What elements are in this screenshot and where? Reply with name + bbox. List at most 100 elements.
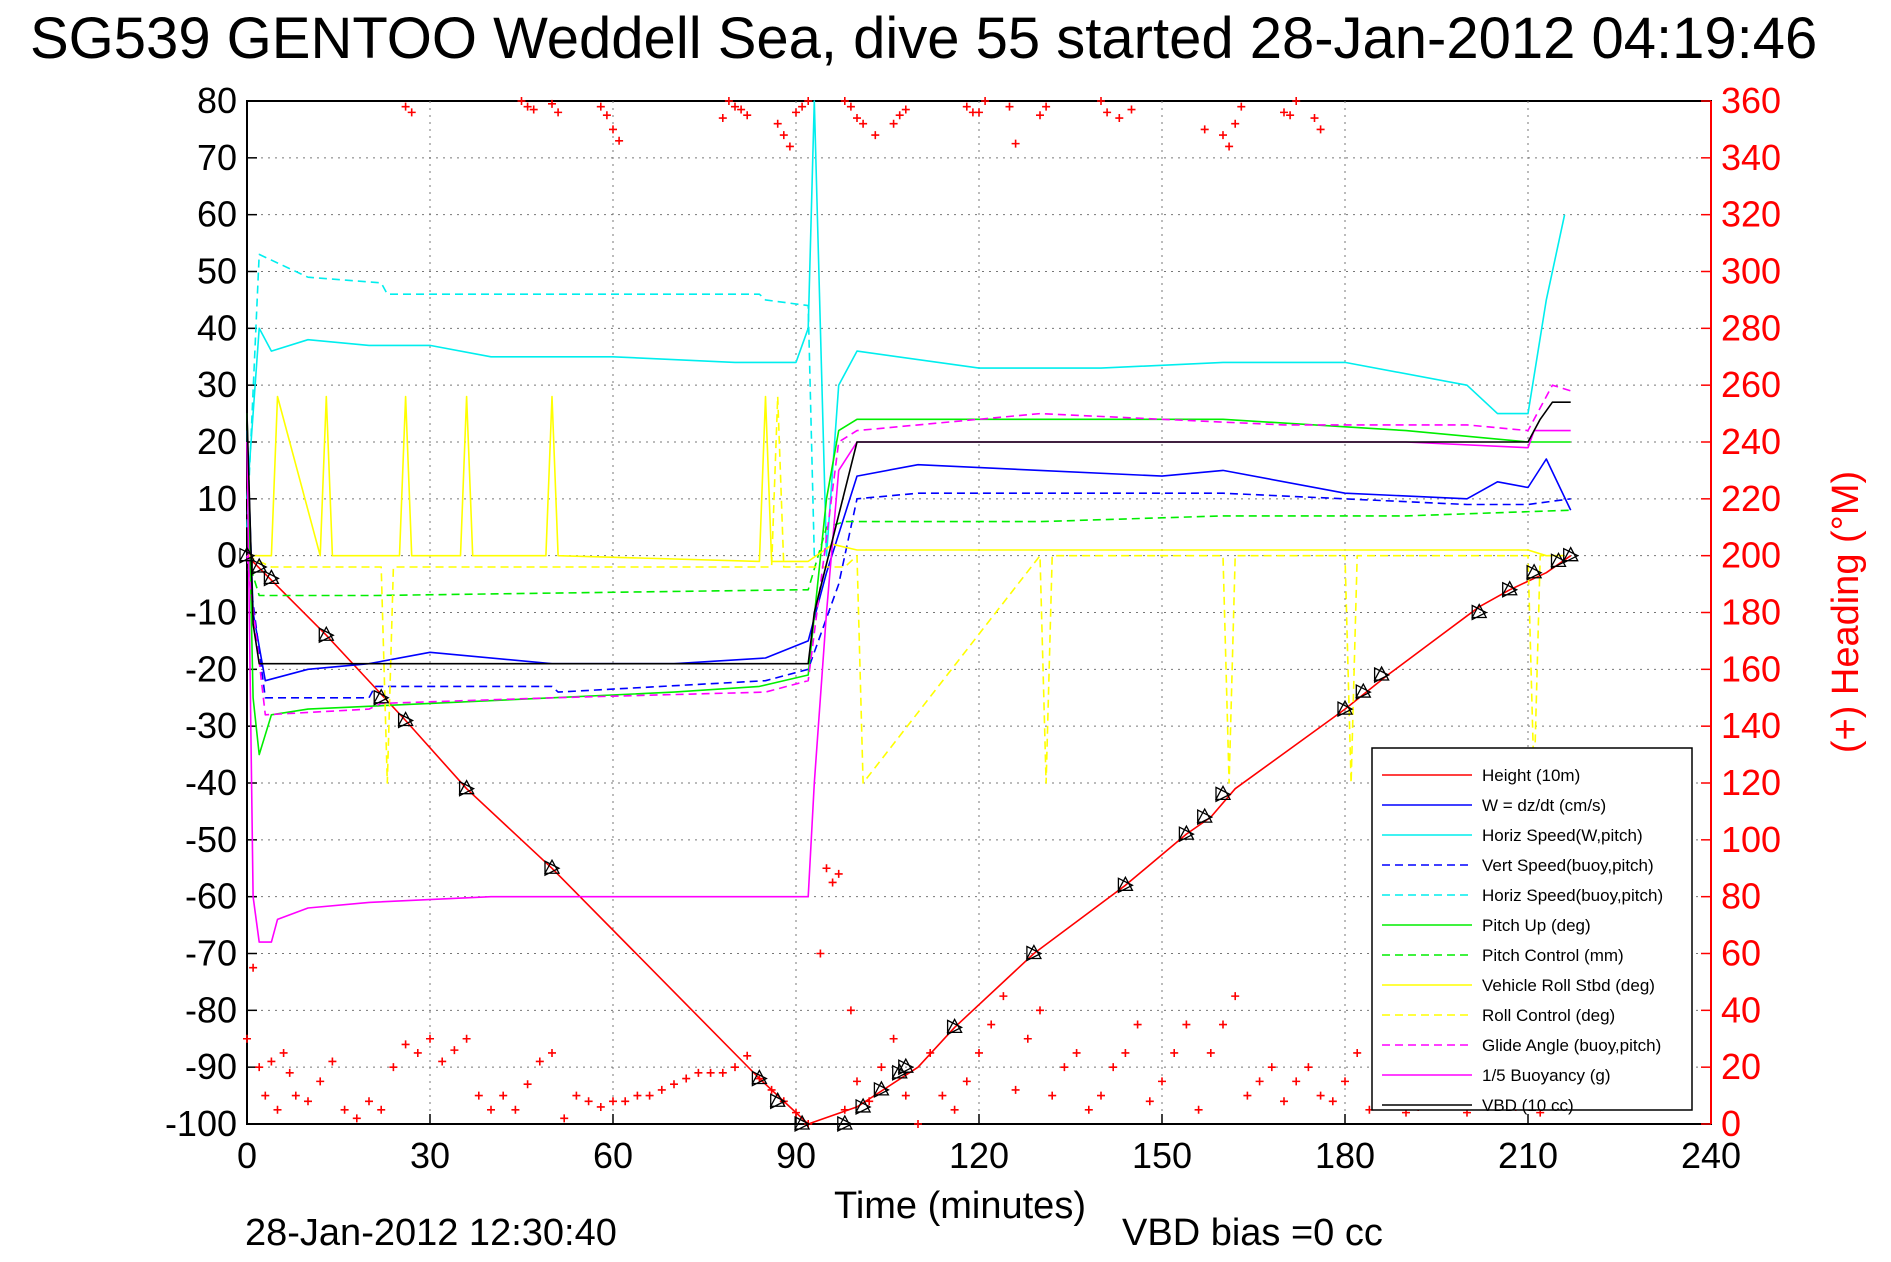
heading-point	[773, 119, 782, 128]
y-tick-label: 40	[197, 307, 237, 348]
height-marker	[1196, 807, 1214, 826]
heading-point	[1206, 1048, 1215, 1057]
heading-point	[792, 1108, 800, 1117]
heading-point	[1292, 97, 1301, 105]
heading-point	[962, 102, 971, 111]
height-marker	[1025, 944, 1043, 962]
heading-point	[609, 125, 617, 134]
legend-label-3: Horiz Speed(W,pitch)	[1482, 826, 1643, 845]
heading-point	[914, 1120, 922, 1128]
y2-tick-label: 360	[1721, 80, 1781, 121]
heading-point	[389, 1063, 398, 1072]
x-tick-label: 240	[1681, 1135, 1741, 1176]
height-marker	[1117, 875, 1134, 894]
height-marker	[458, 779, 476, 797]
heading-layer	[243, 97, 1557, 1128]
heading-point	[731, 1063, 739, 1072]
y2-tick-label: 260	[1721, 364, 1781, 405]
height-marker	[1355, 682, 1372, 701]
heading-point	[1267, 1063, 1276, 1072]
y2-tick-label: 140	[1721, 705, 1781, 746]
footer-vbd-bias: VBD bias =0 cc	[1122, 1212, 1383, 1254]
heading-point	[1341, 1077, 1349, 1086]
heading-point	[450, 1046, 459, 1055]
heading-point	[554, 108, 563, 117]
height-marker	[1178, 824, 1195, 843]
heading-point	[413, 1048, 422, 1057]
heading-point	[1109, 1063, 1118, 1072]
heading-point	[548, 99, 556, 108]
heading-point	[633, 1091, 642, 1100]
heading-point	[682, 1074, 691, 1083]
heading-point	[1316, 1091, 1325, 1100]
heading-point	[243, 1034, 251, 1043]
heading-point	[1219, 131, 1227, 140]
marker-layer	[238, 546, 1580, 1133]
height-marker	[1501, 580, 1519, 598]
heading-point	[1036, 1006, 1044, 1015]
heading-point	[798, 102, 807, 111]
series-line-5	[246, 253, 816, 556]
heading-point	[609, 1097, 617, 1106]
heading-point	[731, 102, 739, 111]
heading-point	[785, 142, 794, 151]
heading-point	[1158, 1077, 1166, 1086]
heading-point	[1133, 1020, 1142, 1029]
height-marker	[318, 625, 335, 644]
heading-point	[718, 1068, 727, 1077]
heading-point	[535, 1057, 544, 1066]
y2-tick-label: 180	[1721, 592, 1781, 633]
y-tick-label: -20	[185, 648, 237, 689]
heading-point	[743, 111, 752, 120]
heading-point	[792, 108, 800, 117]
y2-tick-label: 120	[1721, 762, 1781, 803]
y2-tick-label: 220	[1721, 478, 1781, 519]
y-tick-label: 10	[197, 478, 237, 519]
height-marker	[946, 1018, 964, 1036]
heading-point	[584, 1097, 593, 1106]
series-line-1	[246, 555, 1572, 1125]
y-tick-label: 60	[197, 194, 237, 235]
series-line-6	[246, 413, 1571, 756]
legend-label-4: Vert Speed(buoy,pitch)	[1482, 856, 1654, 875]
heading-point	[1011, 1085, 1020, 1094]
heading-point	[1060, 1063, 1069, 1072]
y-tick-label: -70	[185, 933, 237, 974]
height-marker	[1336, 699, 1354, 718]
height-marker	[397, 711, 415, 729]
heading-point	[273, 1105, 282, 1114]
legend-label-5: Horiz Speed(buoy,pitch)	[1482, 886, 1663, 905]
heading-point	[670, 1080, 678, 1089]
heading-point	[853, 114, 861, 123]
heading-point	[1231, 992, 1240, 1001]
heading-point	[572, 1091, 581, 1100]
heading-point	[889, 1034, 898, 1043]
heading-point	[1219, 1020, 1227, 1029]
heading-point	[1072, 1048, 1081, 1057]
heading-point	[853, 1077, 861, 1086]
heading-point	[1005, 102, 1014, 111]
heading-point	[694, 1068, 703, 1077]
y2-tick-label: 80	[1721, 876, 1761, 917]
x-tick-label: 120	[949, 1135, 1009, 1176]
heading-point	[548, 1048, 556, 1057]
heading-point	[889, 119, 898, 128]
heading-point	[865, 1097, 874, 1106]
heading-point	[1042, 102, 1051, 111]
heading-point	[1036, 111, 1044, 120]
heading-point	[846, 1006, 855, 1015]
heading-point	[523, 102, 532, 111]
heading-point	[261, 1091, 270, 1100]
height-marker	[238, 546, 256, 564]
height-marker	[1562, 546, 1580, 564]
heading-point	[743, 1051, 752, 1060]
y2-tick-label: 40	[1721, 989, 1761, 1030]
heading-point	[822, 864, 831, 873]
heading-point	[1097, 97, 1105, 105]
heading-point	[950, 1105, 959, 1114]
heading-point	[1145, 1097, 1154, 1106]
legend-label-8: Vehicle Roll Stbd (deg)	[1482, 976, 1655, 995]
heading-point	[1121, 1048, 1130, 1057]
heading-point	[901, 105, 910, 114]
heading-point	[938, 1091, 947, 1100]
